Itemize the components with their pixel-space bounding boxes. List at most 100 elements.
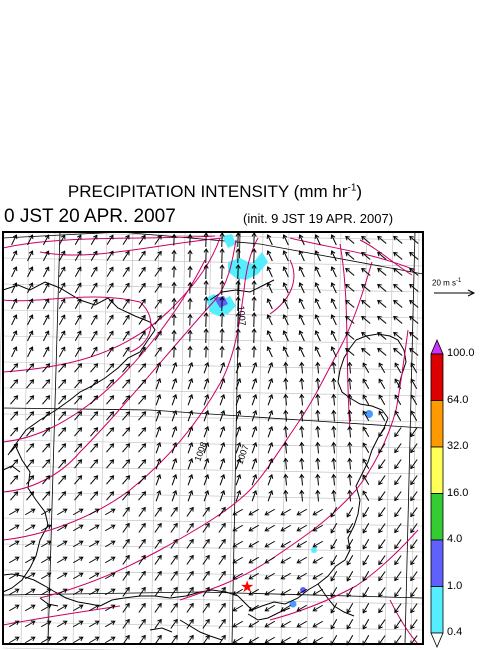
wind-arrow [266, 314, 273, 326]
wind-arrow [315, 457, 321, 470]
wind-arrow [312, 604, 324, 612]
wind-arrow [90, 282, 98, 293]
wind-arrow [154, 250, 162, 261]
wind-arrow [394, 523, 402, 534]
wind-arrow [232, 556, 244, 564]
wind-arrow [42, 314, 50, 326]
wind-arrow [186, 554, 194, 565]
wind-arrow [58, 491, 67, 501]
wind-arrow [296, 588, 308, 596]
wind-arrow [235, 264, 241, 280]
wind-arrow [394, 619, 402, 630]
wind-arrow [90, 459, 99, 469]
wind-arrow [264, 508, 276, 516]
wind-arrow [377, 267, 387, 276]
wind-arrow [315, 425, 321, 438]
wind-arrow [312, 524, 324, 532]
wind-arrow [362, 570, 370, 582]
wind-arrow [26, 379, 35, 389]
isobar [359, 239, 413, 276]
wind-arrow [11, 266, 18, 278]
wind-arrow [171, 329, 177, 342]
wind-arrow [90, 330, 98, 341]
wind-arrow [106, 298, 114, 309]
wind-arrow [298, 282, 305, 294]
isobar [2, 605, 121, 626]
wind-arrow [8, 604, 20, 612]
wind-arrow [362, 586, 370, 598]
wind-arrow [72, 604, 84, 612]
wind-arrow [280, 588, 292, 596]
wind-arrow [219, 457, 226, 470]
wind-arrow [409, 299, 419, 308]
isobar [39, 261, 373, 599]
wind-arrow [298, 330, 305, 342]
wind-arrow [26, 363, 35, 373]
wind-arrow [330, 234, 337, 246]
wind-arrow [283, 377, 289, 390]
wind-arrow [154, 234, 162, 245]
wind-arrow [409, 315, 419, 324]
wind-arrow [74, 298, 82, 310]
wind-arrow [330, 298, 337, 310]
wind-arrow [10, 459, 19, 469]
wind-arrow [122, 266, 130, 277]
wind-arrow [410, 491, 418, 502]
wind-arrow [361, 283, 371, 292]
wind-arrow [394, 603, 402, 614]
wind-arrow [346, 586, 354, 598]
wind-arrow [74, 266, 82, 278]
wind-arrow [347, 457, 353, 470]
wind-arrow [218, 570, 226, 581]
wind-arrow [42, 379, 51, 389]
wind-arrow [26, 395, 35, 405]
wind-arrow [171, 297, 177, 310]
wind-arrow [330, 538, 338, 550]
wind-arrow [72, 620, 84, 628]
wind-arrow [74, 411, 83, 421]
wind-arrow [171, 345, 177, 358]
wind-arrow [280, 620, 292, 628]
wind-arrow [251, 489, 258, 502]
isobar [2, 296, 152, 353]
wind-arrow [203, 377, 210, 390]
wind-arrow [283, 489, 289, 502]
wind-arrow [282, 282, 289, 294]
wind-arrow [330, 602, 338, 614]
wind-arrow [361, 315, 371, 324]
wind-arrow [299, 393, 305, 406]
wind-arrow [409, 331, 419, 340]
wind-arrow [315, 361, 321, 374]
wind-arrow [315, 393, 321, 406]
wind-arrow [10, 379, 19, 389]
wind-arrow [104, 508, 116, 516]
wind-arrow [88, 588, 100, 596]
wind-arrow [58, 346, 66, 358]
wind-arrow [393, 299, 403, 308]
wind-arrow [138, 491, 147, 501]
wind-arrow [235, 232, 241, 248]
wind-arrow [24, 604, 36, 612]
wind-arrow [264, 604, 276, 612]
wind-arrow [315, 441, 321, 454]
wind-arrow [345, 315, 355, 324]
wind-arrow [330, 346, 337, 358]
wind-arrow [58, 363, 67, 373]
isobar [2, 237, 259, 541]
wind-arrow [264, 540, 276, 548]
contour-label: 1007 [234, 443, 250, 465]
wind-arrow [104, 620, 116, 628]
wind-arrow [56, 604, 68, 612]
init-time: (init. 9 JST 19 APR. 2007) [243, 211, 394, 226]
wind-arrow [298, 250, 305, 262]
wind-arrow [170, 586, 178, 597]
wind-arrow [266, 250, 273, 262]
wind-arrow [378, 378, 386, 390]
wind-arrow [40, 620, 52, 628]
wind-arrow [283, 409, 289, 422]
wind-arrow [393, 347, 403, 356]
wind-arrow [88, 556, 100, 564]
wind-arrow [283, 425, 289, 438]
wind-arrow [410, 475, 418, 486]
wind-arrow [171, 249, 177, 262]
